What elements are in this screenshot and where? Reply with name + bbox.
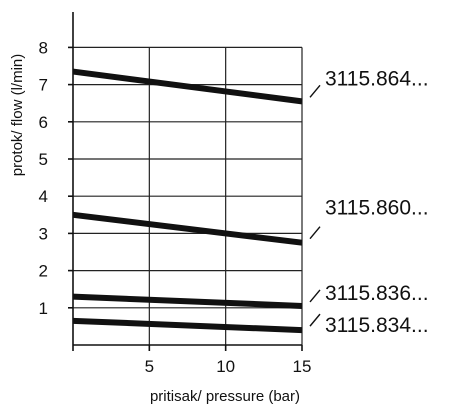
series-line — [72, 293, 303, 309]
y-tick-label: 7 — [39, 76, 48, 95]
x-tick-labels: 5 10 15 — [145, 357, 312, 376]
y-tick-label: 6 — [39, 113, 48, 132]
y-tick-label: 5 — [39, 150, 48, 169]
x-tick-label: 10 — [216, 357, 235, 376]
series-label-leader — [309, 289, 321, 303]
y-tick-label: 2 — [39, 262, 48, 281]
y-tick-label: 4 — [39, 187, 48, 206]
x-tick-label: 15 — [293, 357, 312, 376]
series-lines — [72, 68, 303, 334]
series-label-leader — [309, 226, 321, 240]
y-tick-label: 3 — [39, 224, 48, 243]
y-tick-labels: 1 2 3 4 5 6 7 8 — [39, 38, 48, 317]
series-label-leader — [309, 84, 321, 98]
y-tick-label: 8 — [39, 38, 48, 57]
y-axis-title: protok/ flow (l/min) — [9, 54, 26, 177]
series-label: 3115.860... — [325, 197, 429, 220]
x-tick-label: 5 — [145, 357, 154, 376]
y-tick-label: 1 — [39, 299, 48, 318]
x-axis-title: pritisak/ pressure (bar) — [150, 388, 300, 405]
series-line — [72, 68, 303, 105]
series-label: 3115.834... — [325, 314, 429, 337]
series-label: 3115.836... — [325, 282, 429, 305]
series-line — [72, 317, 303, 334]
series-line — [72, 211, 303, 246]
series-label-leader — [309, 313, 321, 327]
grid — [73, 46, 303, 345]
series-labels: 3115.864... 3115.860... 3115.836... 3115.83… — [309, 67, 429, 337]
axes — [68, 12, 303, 351]
series-label: 3115.864... — [325, 67, 429, 90]
